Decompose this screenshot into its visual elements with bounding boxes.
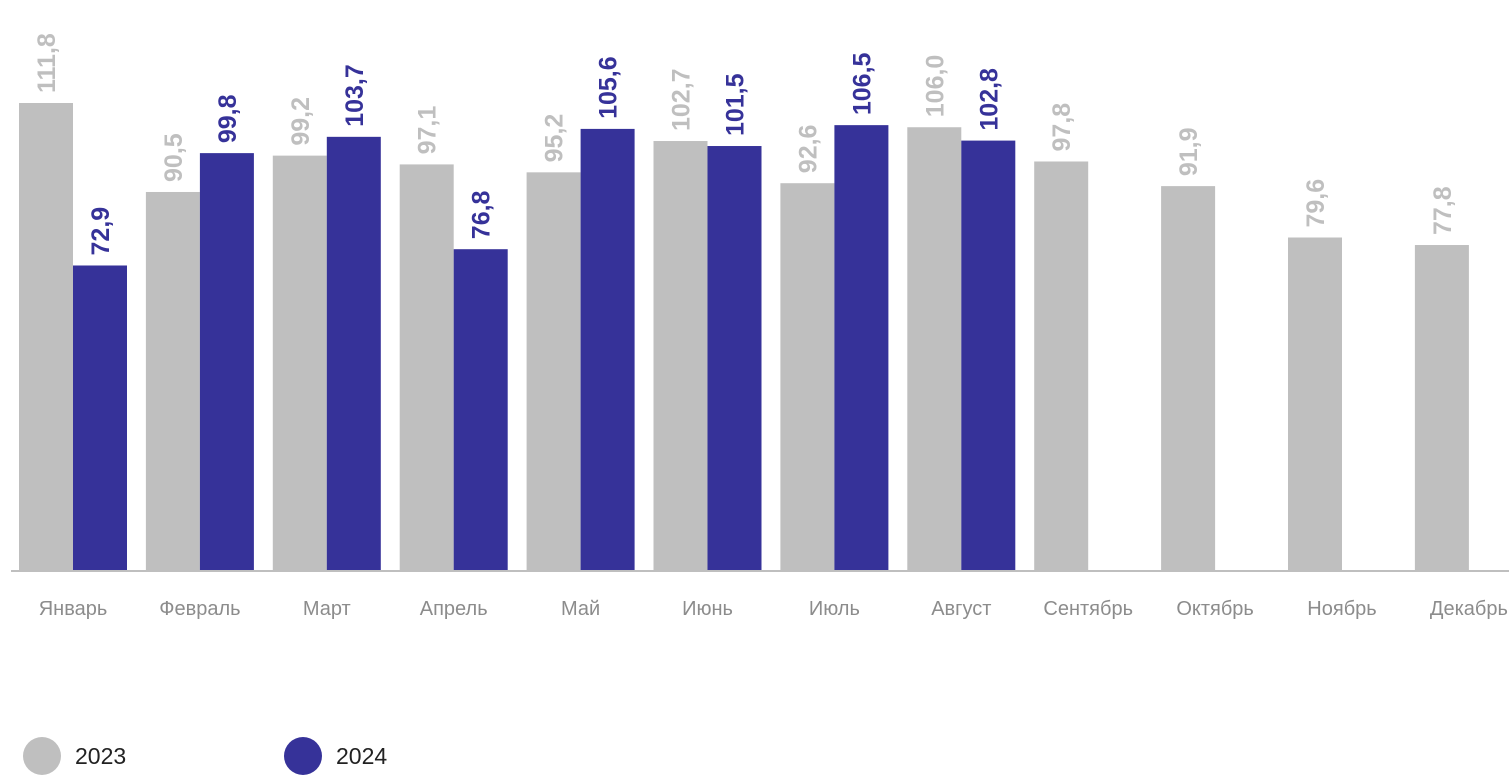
- value-label-2023-12: 77,8: [1429, 186, 1457, 235]
- legend-item-2023: 2023: [23, 737, 126, 775]
- bar-2023-5: [526, 172, 581, 570]
- value-label-2024-1: 72,9: [87, 207, 115, 256]
- category-label-3: Март: [303, 598, 351, 620]
- legend-label-2023: 2023: [75, 742, 127, 769]
- category-label-8: Август: [931, 598, 991, 620]
- value-label-2024-2: 99,8: [214, 94, 242, 143]
- legend-swatch-2024: [284, 737, 322, 775]
- legend-item-2024: 2024: [284, 737, 387, 775]
- value-label-2023-6: 102,7: [668, 68, 696, 131]
- value-labels: 111,8 72,9 90,5 99,8 99,2 103,7 97,1 76,8 95,2 10…: [33, 33, 1457, 255]
- bar-2024-6: [707, 146, 762, 570]
- bar-2024-7: [834, 125, 889, 570]
- bars-group: [19, 103, 1469, 571]
- value-label-2023-8: 106,0: [921, 55, 949, 118]
- bar-2024-1: [73, 265, 127, 570]
- legend-swatch-2023: [23, 737, 61, 775]
- bar-2024-4: [453, 249, 508, 571]
- bar-2023-3: [272, 155, 327, 571]
- bar-2023-9: [1034, 161, 1089, 570]
- bar-2023-7: [780, 183, 835, 570]
- value-label-2024-3: 103,7: [341, 64, 369, 127]
- value-label-2023-11: 79,6: [1302, 179, 1330, 228]
- bar-2023-8: [907, 127, 962, 571]
- value-label-2024-4: 76,8: [468, 190, 496, 239]
- bar-2023-4: [399, 164, 454, 571]
- legend-label-2024: 2024: [336, 742, 388, 769]
- category-labels: Январь Февраль Март Апрель Май Июнь Июль Август…: [39, 598, 1508, 620]
- bar-2024-3: [326, 136, 381, 570]
- category-label-9: Сентябрь: [1043, 598, 1133, 620]
- category-label-10: Октябрь: [1176, 598, 1254, 620]
- value-label-2023-9: 97,8: [1048, 103, 1076, 152]
- category-label-2: Февраль: [159, 598, 240, 620]
- value-label-2024-5: 105,6: [595, 56, 623, 119]
- value-label-2023-5: 95,2: [541, 114, 569, 163]
- category-label-4: Апрель: [420, 598, 488, 620]
- category-label-7: Июль: [809, 598, 860, 620]
- value-label-2023-2: 90,5: [160, 133, 188, 182]
- bar-2023-1: [19, 103, 73, 570]
- bar-2023-11: [1288, 237, 1342, 570]
- bar-2024-5: [580, 128, 635, 571]
- bar-2023-6: [653, 141, 708, 570]
- value-label-2024-7: 106,5: [848, 52, 876, 115]
- category-label-11: Ноябрь: [1307, 598, 1376, 620]
- bar-2023-2: [145, 191, 200, 570]
- value-label-2024-8: 102,8: [975, 68, 1003, 131]
- value-label-2023-4: 97,1: [414, 106, 442, 155]
- value-label-2024-6: 101,5: [722, 73, 750, 136]
- bar-2024-8: [961, 140, 1016, 570]
- value-label-2023-10: 91,9: [1175, 127, 1203, 176]
- value-label-2023-7: 92,6: [794, 125, 822, 174]
- category-label-1: Январь: [39, 598, 108, 620]
- category-label-12: Декабрь: [1430, 598, 1508, 620]
- bar-2024-2: [199, 153, 254, 570]
- category-label-5: Май: [561, 598, 600, 620]
- value-label-2023-3: 99,2: [287, 97, 315, 146]
- bar-2023-10: [1161, 186, 1216, 570]
- category-label-6: Июнь: [682, 598, 733, 620]
- bar-2023-12: [1414, 245, 1469, 570]
- value-label-2023-1: 111,8: [33, 33, 61, 93]
